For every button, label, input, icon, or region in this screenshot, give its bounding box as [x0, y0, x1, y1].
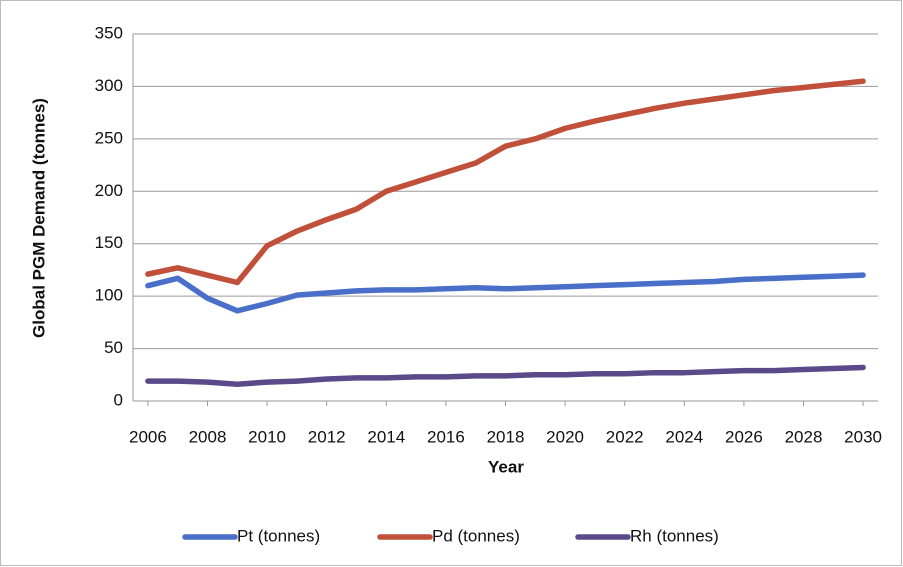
- x-tick-label: 2020: [546, 427, 584, 446]
- x-tick-label: 2016: [427, 427, 465, 446]
- legend-label: Pt (tonnes): [237, 526, 320, 545]
- x-axis-title: Year: [488, 457, 524, 476]
- y-tick-label: 350: [95, 23, 123, 42]
- y-tick-label: 150: [95, 233, 123, 252]
- y-axis-title: Global PGM Demand (tonnes): [29, 98, 48, 338]
- y-tick-label: 50: [104, 338, 123, 357]
- y-tick-label: 250: [95, 128, 123, 147]
- x-tick-label: 2022: [606, 427, 644, 446]
- y-tick-label: 300: [95, 76, 123, 95]
- legend-label: Rh (tonnes): [630, 526, 719, 545]
- x-tick-label: 2014: [367, 427, 405, 446]
- legend-label: Pd (tonnes): [432, 526, 520, 545]
- x-tick-label: 2030: [844, 427, 882, 446]
- x-tick-label: 2028: [785, 427, 823, 446]
- y-tick-label: 200: [95, 181, 123, 200]
- x-tick-label: 2018: [487, 427, 525, 446]
- x-tick-label: 2008: [189, 427, 227, 446]
- y-tick-label: 100: [95, 286, 123, 305]
- x-tick-label: 2012: [308, 427, 346, 446]
- series-line: [145, 78, 866, 286]
- x-tick-label: 2026: [725, 427, 763, 446]
- x-tick-label: 2010: [248, 427, 286, 446]
- x-tick-label: 2024: [665, 427, 703, 446]
- series-line: [145, 364, 866, 387]
- series-line: [145, 272, 866, 314]
- y-tick-label: 0: [114, 390, 123, 409]
- x-tick-label: 2006: [129, 427, 167, 446]
